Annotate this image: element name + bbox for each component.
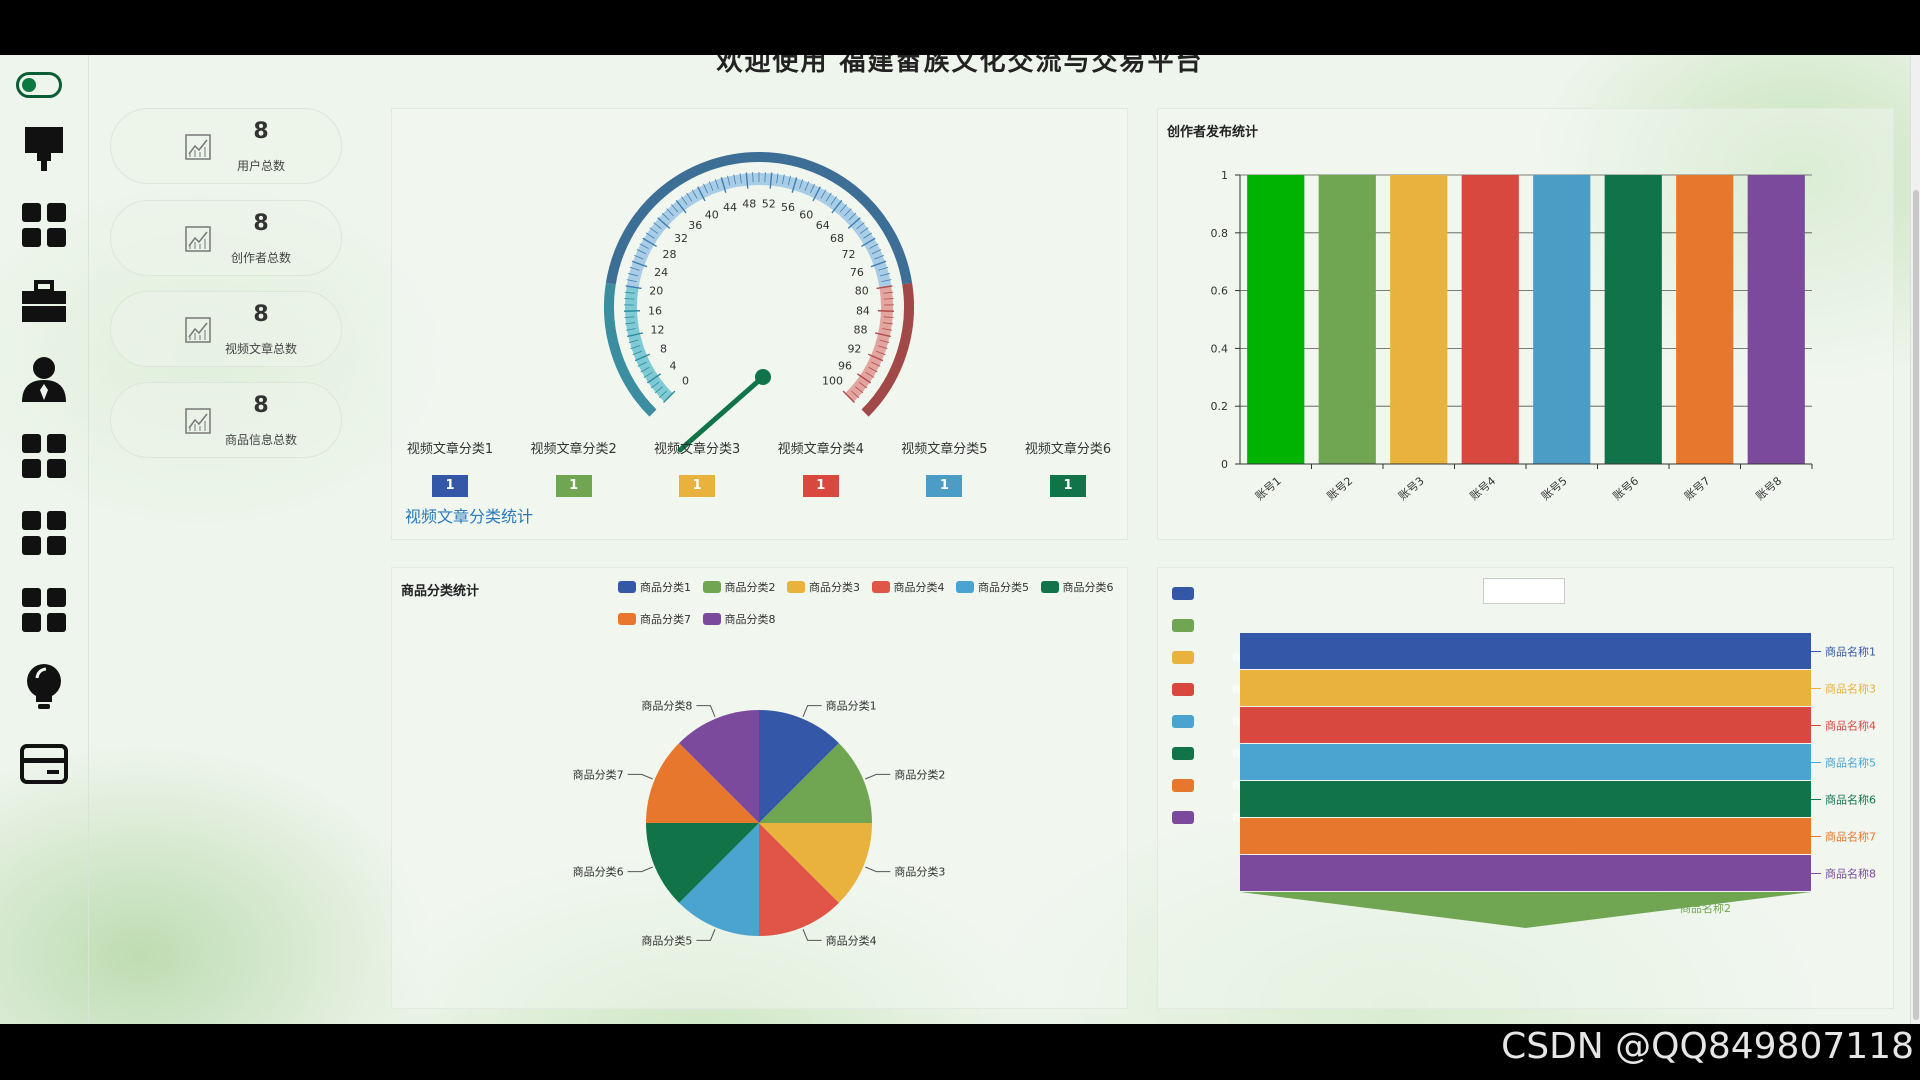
- pie-legend-item[interactable]: 商品分类2: [702, 581, 776, 595]
- chart-icon: [185, 226, 211, 252]
- stat-card-articles[interactable]: 8 视频文章总数: [110, 291, 342, 367]
- brush-icon[interactable]: [19, 123, 69, 173]
- scrollbar-thumb[interactable]: [1913, 190, 1919, 1020]
- stat-card-products[interactable]: 8 商品信息总数: [110, 382, 342, 458]
- stat-label: 视频文章总数: [224, 342, 297, 356]
- stat-label: 商品信息总数: [224, 433, 297, 447]
- legend-label: 商品分类8: [724, 613, 776, 626]
- stat-value: 8: [253, 211, 269, 236]
- sidebar: [0, 55, 89, 1024]
- legend-label: 商品分类3: [809, 581, 860, 594]
- funnel-tooltip-box: [1483, 578, 1565, 604]
- briefcase-icon[interactable]: [19, 277, 69, 327]
- card-icon[interactable]: [19, 739, 69, 789]
- stat-card-creators[interactable]: 8 创作者总数: [110, 200, 342, 276]
- gauge-category-label: 视频文章分类1: [406, 442, 494, 457]
- gauge-subtitle: 视频文章分类统计: [405, 507, 534, 526]
- legend-swatch: [702, 613, 721, 625]
- pie-legend-item[interactable]: 商品分类3: [787, 581, 860, 595]
- stat-value: 8: [253, 393, 269, 418]
- grid-icon[interactable]: [19, 585, 69, 635]
- gauge-category-label: 视频文章分类4: [777, 442, 864, 457]
- gauge-category-count: 1: [926, 475, 963, 497]
- gauge-category-label: 视频文章分类3: [654, 442, 741, 457]
- legend-label: 商品分类4: [893, 581, 945, 594]
- legend-swatch: [1040, 581, 1059, 593]
- gauge-panel: [391, 108, 1128, 540]
- pie-legend-item[interactable]: 商品分类5: [956, 581, 1029, 595]
- gauge-category-label: 视频文章分类6: [1024, 442, 1112, 457]
- scrollbar[interactable]: [1910, 55, 1920, 1024]
- toggle-icon[interactable]: [16, 72, 62, 98]
- app-screen: 欢迎使用 福建畲族文化交流与交易平台: [0, 55, 1920, 1024]
- pie-legend-item[interactable]: 商品分类6: [1040, 581, 1114, 595]
- gauge-category-count: 1: [432, 475, 468, 497]
- grid-icon[interactable]: [19, 200, 69, 250]
- pie-legend-item[interactable]: 商品分类4: [871, 581, 945, 595]
- legend-label: 商品分类2: [724, 581, 776, 594]
- legend-swatch: [871, 581, 890, 593]
- watermark: CSDN @QQ849807118: [1501, 1026, 1914, 1067]
- gauge-category-count: 1: [1050, 475, 1086, 497]
- stat-value: 8: [253, 119, 269, 144]
- legend-swatch: [787, 581, 805, 593]
- pie-legend-item[interactable]: 商品分类1: [618, 581, 691, 595]
- gauge-category-count: 1: [802, 475, 839, 497]
- lightbulb-icon[interactable]: [19, 662, 69, 712]
- legend-swatch: [618, 581, 636, 593]
- legend-label: 商品分类7: [640, 613, 691, 626]
- stat-label: 用户总数: [236, 159, 285, 173]
- grid-icon[interactable]: [19, 508, 69, 558]
- chart-icon: [185, 134, 211, 160]
- pie-legend-item[interactable]: 商品分类7: [618, 613, 691, 627]
- stat-label: 创作者总数: [230, 251, 291, 265]
- gauge-category-count: 1: [555, 475, 592, 497]
- chart-icon: [185, 317, 211, 343]
- pie-chart-panel: 商品分类统计: [391, 567, 1128, 1009]
- stat-value: 8: [253, 302, 269, 327]
- gauge-category-count: 1: [679, 475, 716, 497]
- legend-swatch: [702, 581, 721, 593]
- user-icon[interactable]: [19, 354, 69, 404]
- bar-chart-title: 创作者发布统计: [1167, 125, 1259, 140]
- legend-label: 商品分类1: [640, 581, 691, 594]
- legend-swatch: [956, 581, 974, 593]
- gauge-category-label: 视频文章分类2: [530, 442, 617, 457]
- legend-swatch: [618, 613, 636, 625]
- legend-label: 商品分类5: [978, 581, 1029, 594]
- legend-label: 商品分类6: [1062, 581, 1114, 594]
- page-title: 欢迎使用 福建畲族文化交流与交易平台: [716, 55, 1204, 77]
- pie-legend-item[interactable]: 商品分类8: [702, 613, 776, 627]
- chart-icon: [185, 408, 211, 434]
- bar-chart-panel: 创作者发布统计: [1157, 108, 1894, 540]
- gauge-category-label: 视频文章分类5: [901, 442, 988, 457]
- pie-chart-title: 商品分类统计: [401, 584, 480, 599]
- funnel-chart-panel: [1157, 567, 1894, 1009]
- stat-card-users[interactable]: 8 用户总数: [110, 108, 342, 184]
- grid-icon[interactable]: [19, 431, 69, 481]
